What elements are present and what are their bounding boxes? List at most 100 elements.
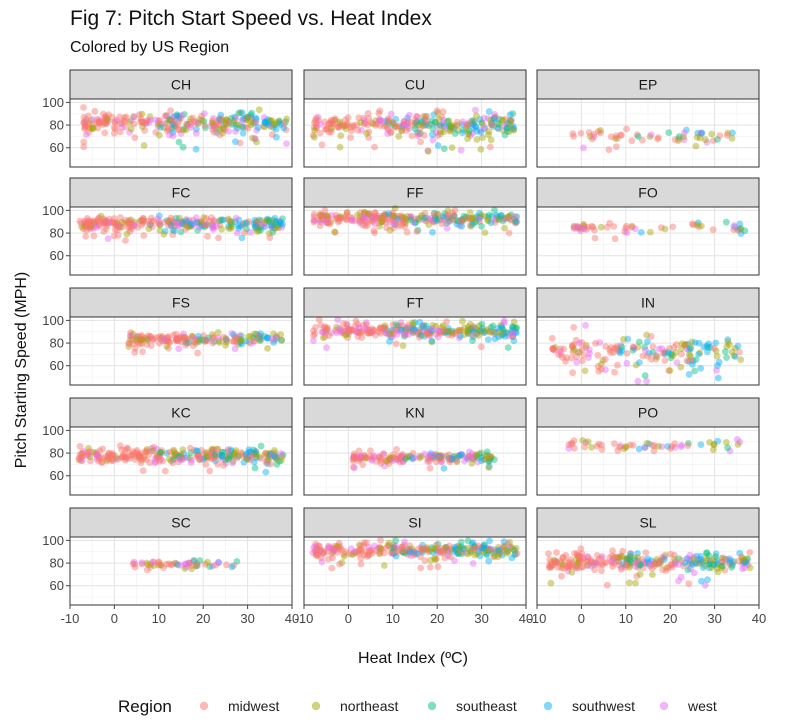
scatter-point bbox=[326, 544, 333, 551]
scatter-point bbox=[143, 448, 151, 456]
scatter-point bbox=[330, 546, 337, 554]
scatter-point bbox=[673, 341, 680, 349]
scatter-point bbox=[477, 211, 485, 219]
scatter-point bbox=[153, 452, 161, 459]
scatter-point bbox=[166, 131, 173, 139]
scatter-point bbox=[559, 554, 567, 562]
scatter-point bbox=[312, 543, 320, 550]
scatter-point bbox=[246, 448, 253, 456]
scatter-point bbox=[654, 134, 662, 141]
scatter-point bbox=[626, 563, 634, 571]
scatter-point bbox=[691, 559, 699, 567]
scatter-point bbox=[199, 220, 207, 228]
scatter-point bbox=[128, 223, 136, 230]
scatter-point bbox=[579, 555, 587, 563]
scatter-point bbox=[742, 559, 750, 566]
scatter-point bbox=[334, 543, 342, 551]
scatter-point bbox=[677, 573, 685, 581]
scatter-point bbox=[102, 116, 110, 123]
scatter-point bbox=[404, 551, 412, 558]
scatter-point bbox=[167, 221, 175, 229]
scatter-point bbox=[650, 447, 658, 455]
scatter-point bbox=[655, 442, 662, 450]
scatter-point bbox=[507, 211, 515, 219]
scatter-point bbox=[244, 124, 252, 132]
scatter-point bbox=[510, 318, 518, 326]
scatter-point bbox=[453, 121, 461, 129]
scatter-point bbox=[210, 128, 218, 136]
scatter-point bbox=[724, 338, 732, 346]
scatter-point bbox=[501, 131, 509, 139]
scatter-point bbox=[646, 133, 654, 141]
scatter-point bbox=[333, 323, 340, 331]
scatter-point bbox=[157, 124, 164, 131]
scatter-point bbox=[220, 462, 227, 469]
scatter-point bbox=[385, 210, 392, 218]
scatter-point bbox=[170, 122, 178, 130]
scatter-point bbox=[276, 457, 283, 465]
scatter-point bbox=[483, 451, 491, 459]
scatter-point bbox=[192, 145, 200, 153]
scatter-point bbox=[409, 329, 417, 336]
scatter-point bbox=[202, 124, 209, 132]
legend-key bbox=[311, 701, 321, 711]
scatter-point bbox=[355, 550, 363, 558]
scatter-point bbox=[671, 444, 679, 451]
scatter-point bbox=[98, 459, 106, 467]
scatter-point bbox=[400, 214, 408, 221]
scatter-point bbox=[469, 214, 476, 222]
scatter-point bbox=[282, 118, 289, 126]
scatter-point bbox=[566, 562, 573, 570]
scatter-point bbox=[264, 120, 272, 128]
scatter-point bbox=[350, 450, 358, 458]
scatter-point bbox=[139, 123, 146, 131]
scatter-point bbox=[246, 229, 254, 236]
scatter-point bbox=[280, 124, 288, 132]
scatter-point bbox=[247, 332, 255, 340]
scatter-point bbox=[446, 218, 453, 225]
scatter-point bbox=[158, 447, 166, 454]
scatter-point bbox=[105, 452, 112, 460]
scatter-point bbox=[269, 229, 277, 236]
scatter-point bbox=[319, 328, 327, 336]
scatter-point bbox=[332, 327, 339, 334]
scatter-point bbox=[317, 212, 324, 220]
scatter-point bbox=[575, 339, 583, 347]
scatter-point bbox=[579, 225, 587, 232]
scatter-point bbox=[191, 220, 198, 228]
scatter-point bbox=[252, 119, 260, 126]
scatter-point bbox=[354, 329, 362, 337]
scatter-point bbox=[267, 121, 274, 129]
scatter-point bbox=[417, 129, 424, 137]
scatter-point bbox=[606, 346, 614, 354]
scatter-point bbox=[327, 128, 335, 136]
scatter-point bbox=[506, 215, 514, 223]
scatter-point bbox=[463, 124, 470, 132]
scatter-point bbox=[420, 323, 428, 331]
scatter-point bbox=[317, 212, 325, 220]
scatter-point bbox=[344, 325, 351, 332]
scatter-point bbox=[569, 130, 577, 138]
scatter-point bbox=[450, 124, 458, 132]
scatter-point bbox=[340, 551, 348, 558]
scatter-point bbox=[181, 333, 189, 341]
scatter-point bbox=[99, 110, 107, 118]
scatter-point bbox=[122, 446, 129, 454]
scatter-point bbox=[507, 544, 514, 552]
facet-strip-label: FS bbox=[172, 295, 190, 311]
scatter-point bbox=[275, 118, 283, 125]
scatter-point bbox=[506, 111, 514, 119]
scatter-point bbox=[85, 217, 92, 225]
scatter-point bbox=[654, 558, 661, 565]
scatter-point bbox=[398, 543, 406, 551]
scatter-point bbox=[142, 119, 150, 127]
scatter-point bbox=[667, 560, 675, 568]
scatter-point bbox=[257, 333, 264, 341]
scatter-point bbox=[129, 560, 137, 568]
scatter-point bbox=[224, 215, 232, 223]
scatter-point bbox=[713, 557, 721, 564]
scatter-point bbox=[175, 117, 183, 125]
scatter-point bbox=[228, 330, 236, 337]
facet-strip-label: FO bbox=[638, 185, 658, 201]
scatter-point bbox=[96, 222, 104, 230]
